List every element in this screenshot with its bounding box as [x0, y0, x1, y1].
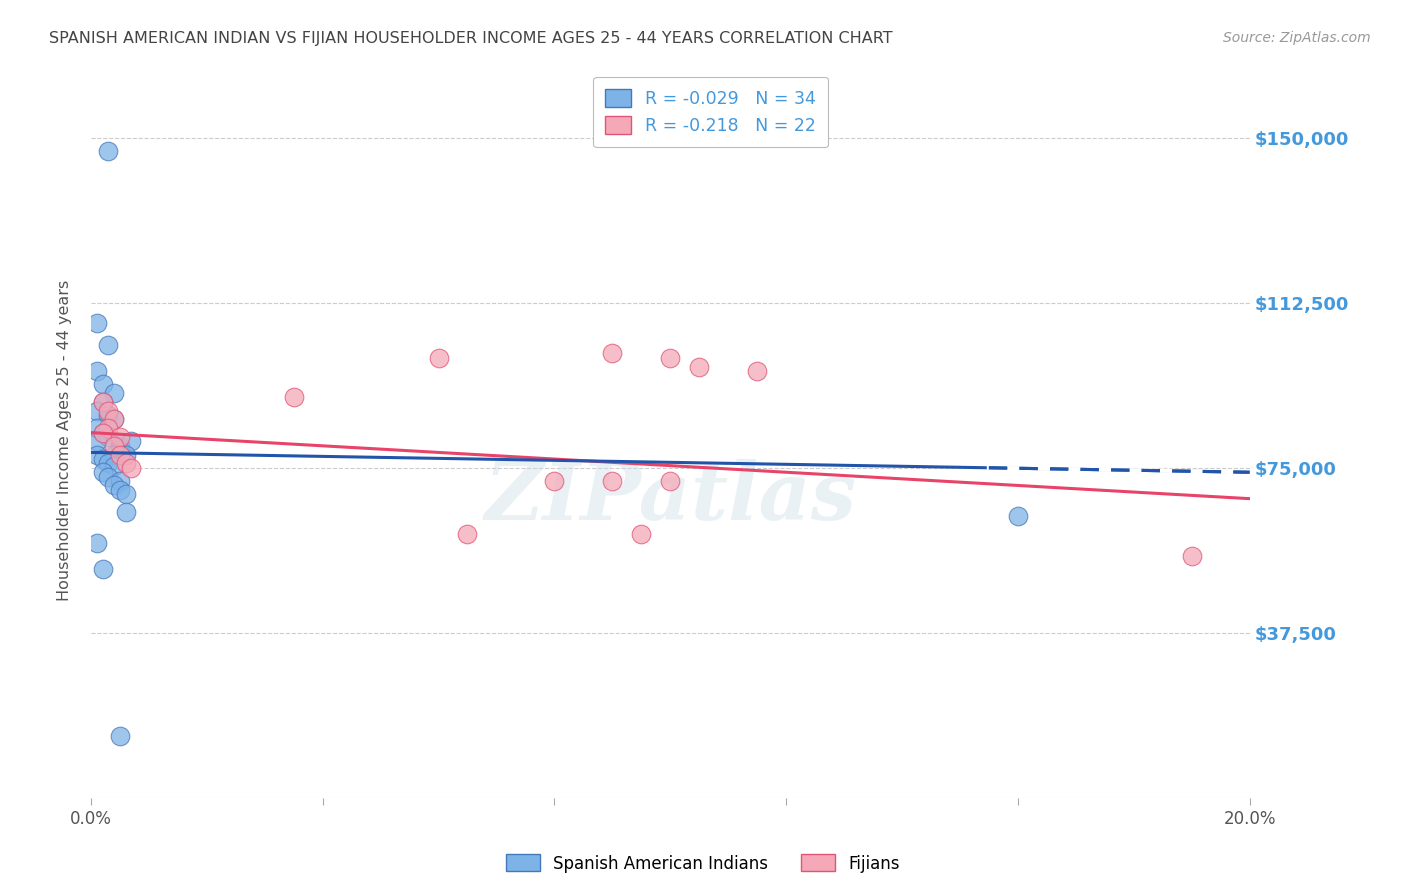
Point	[456, 527, 478, 541]
Point	[114, 457, 136, 471]
Point	[86, 448, 108, 462]
Point	[103, 478, 125, 492]
Point	[283, 390, 305, 404]
Point	[103, 448, 125, 462]
Point	[97, 457, 120, 471]
Point	[103, 458, 125, 473]
Point	[108, 730, 131, 744]
Point	[103, 412, 125, 426]
Point	[86, 403, 108, 417]
Point	[108, 474, 131, 488]
Point	[86, 434, 108, 449]
Point	[602, 474, 624, 488]
Point	[91, 394, 114, 409]
Point	[427, 351, 450, 365]
Point	[97, 403, 120, 417]
Point	[97, 144, 120, 158]
Point	[108, 443, 131, 458]
Point	[602, 346, 624, 360]
Y-axis label: Householder Income Ages 25 - 44 years: Householder Income Ages 25 - 44 years	[58, 280, 72, 601]
Point	[91, 394, 114, 409]
Text: Source: ZipAtlas.com: Source: ZipAtlas.com	[1223, 31, 1371, 45]
Legend: Spanish American Indians, Fijians: Spanish American Indians, Fijians	[499, 847, 907, 880]
Point	[97, 408, 120, 422]
Text: SPANISH AMERICAN INDIAN VS FIJIAN HOUSEHOLDER INCOME AGES 25 - 44 YEARS CORRELAT: SPANISH AMERICAN INDIAN VS FIJIAN HOUSEH…	[49, 31, 893, 46]
Point	[91, 425, 114, 440]
Point	[91, 377, 114, 392]
Point	[108, 448, 131, 462]
Point	[121, 460, 143, 475]
Point	[86, 364, 108, 378]
Point	[114, 505, 136, 519]
Point	[1181, 549, 1204, 563]
Point	[97, 337, 120, 351]
Point	[97, 421, 120, 435]
Point	[108, 439, 131, 453]
Point	[86, 535, 108, 549]
Point	[659, 351, 682, 365]
Text: ZIPatlas: ZIPatlas	[484, 458, 856, 536]
Point	[86, 421, 108, 435]
Point	[91, 562, 114, 576]
Point	[688, 359, 710, 374]
Point	[659, 474, 682, 488]
Point	[91, 465, 114, 479]
Point	[103, 386, 125, 401]
Legend: R = -0.029   N = 34, R = -0.218   N = 22: R = -0.029 N = 34, R = -0.218 N = 22	[593, 77, 828, 147]
Point	[91, 452, 114, 467]
Point	[97, 469, 120, 483]
Point	[108, 483, 131, 497]
Point	[103, 412, 125, 426]
Point	[1007, 509, 1029, 524]
Point	[114, 487, 136, 501]
Point	[108, 430, 131, 444]
Point	[97, 430, 120, 444]
Point	[630, 527, 652, 541]
Point	[114, 448, 136, 462]
Point	[91, 425, 114, 440]
Point	[86, 316, 108, 330]
Point	[121, 434, 143, 449]
Point	[747, 364, 769, 378]
Point	[543, 474, 565, 488]
Point	[103, 439, 125, 453]
